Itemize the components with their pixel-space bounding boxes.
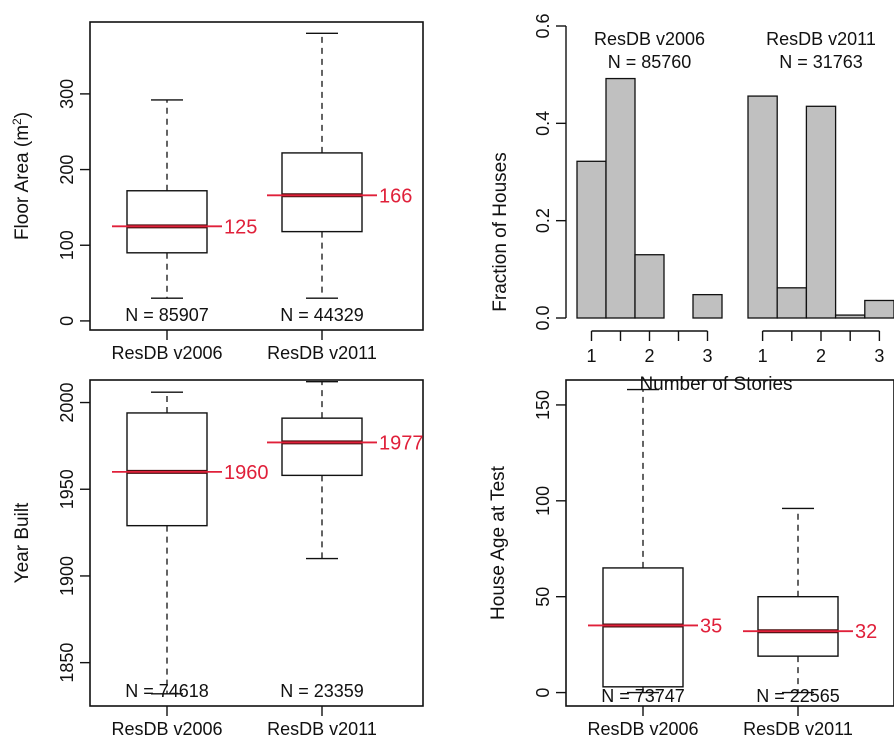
x-tick-label: 2 bbox=[816, 346, 826, 366]
y-tick-label: 100 bbox=[57, 230, 77, 260]
y-tick-label: 1850 bbox=[57, 643, 77, 683]
y-tick-label: 100 bbox=[533, 486, 553, 516]
iqr-box bbox=[126, 190, 208, 254]
sample-size-label: N = 22565 bbox=[756, 686, 840, 706]
bar bbox=[634, 254, 665, 319]
y-axis-title-text: House Age at Test bbox=[488, 465, 509, 620]
bar bbox=[605, 77, 636, 319]
group-sample-size: N = 85760 bbox=[608, 52, 692, 72]
y-tick-label: 50 bbox=[533, 587, 553, 607]
median-value-label: 1960 bbox=[224, 462, 269, 484]
histogram-group-2: 1 2 3 ResDB v2011 N = 31763 bbox=[747, 29, 894, 366]
y-axis-title: Year Built bbox=[12, 502, 33, 583]
y-tick-label: 150 bbox=[533, 390, 553, 420]
plot-frame bbox=[565, 379, 894, 707]
x-category-label: ResDB v2011 bbox=[267, 343, 377, 363]
y-tick-label: 0.4 bbox=[533, 111, 553, 136]
sample-size-label: N = 73747 bbox=[601, 686, 685, 706]
x-category-label: ResDB v2011 bbox=[267, 719, 377, 739]
box-1: 35 N = 73747 ResDB v2006 bbox=[587, 388, 722, 739]
median-value-label: 166 bbox=[379, 185, 412, 207]
y-tick-label: 0 bbox=[533, 688, 553, 698]
x-category-label: ResDB v2006 bbox=[111, 719, 222, 739]
x-tick-label: 1 bbox=[758, 346, 768, 366]
x-tick-label: 3 bbox=[702, 346, 712, 366]
histogram-group-1: 1 2 3 ResDB v2006 N = 85760 bbox=[576, 29, 723, 366]
box-2: 32 N = 22565 ResDB v2011 bbox=[743, 507, 877, 739]
box-1: 1960 N = 74618 ResDB v2006 bbox=[111, 391, 269, 739]
median-value-label: 32 bbox=[855, 621, 877, 643]
sample-size-label: N = 85907 bbox=[125, 305, 209, 325]
y-tick-label: 300 bbox=[57, 79, 77, 109]
x-axis-title: Number of Stories bbox=[639, 374, 792, 395]
bar bbox=[576, 160, 607, 319]
x-tick-label: 2 bbox=[644, 346, 654, 366]
y-tick-label: 1950 bbox=[57, 469, 77, 509]
median-value-label: 125 bbox=[224, 216, 257, 238]
iqr-box bbox=[281, 417, 363, 477]
sample-size-label: N = 74618 bbox=[125, 681, 209, 701]
y-axis-title-superscript: 2 bbox=[10, 118, 24, 125]
x-tick-label: 3 bbox=[874, 346, 884, 366]
x-category-label: ResDB v2006 bbox=[587, 719, 698, 739]
bar bbox=[747, 95, 778, 319]
box-2: 166 N = 44329 ResDB v2011 bbox=[267, 32, 412, 363]
bar bbox=[692, 293, 723, 319]
x-category-label: ResDB v2011 bbox=[743, 719, 853, 739]
y-tick-label: 0.6 bbox=[533, 13, 553, 38]
x-tick-label: 1 bbox=[586, 346, 596, 366]
sample-size-label: N = 23359 bbox=[280, 681, 364, 701]
y-axis-title-text: Floor Area (m bbox=[12, 125, 33, 240]
y-tick-label: 200 bbox=[57, 155, 77, 185]
box-2: 1977 N = 23359 ResDB v2011 bbox=[267, 381, 424, 739]
sample-size-label: N = 44329 bbox=[280, 305, 364, 325]
y-axis-title: House Age at Test bbox=[488, 465, 509, 620]
y-tick-label: 0 bbox=[57, 316, 77, 326]
y-axis-title: Fraction of Houses bbox=[490, 152, 511, 311]
iqr-box bbox=[281, 152, 363, 233]
y-tick-label: 1900 bbox=[57, 556, 77, 596]
y-tick-label: 0.2 bbox=[533, 208, 553, 233]
group-title: ResDB v2006 bbox=[594, 29, 705, 49]
box-1: 125 N = 85907 ResDB v2006 bbox=[111, 99, 257, 363]
plot-frame bbox=[89, 21, 424, 331]
boxplot-panel-4: 0 50 100 150 House Age at Test 35 N = 73747 Res… bbox=[488, 379, 894, 739]
y-axis-title-close: ) bbox=[12, 112, 33, 118]
y-tick-label: 2000 bbox=[57, 383, 77, 423]
plot-frame bbox=[89, 379, 424, 707]
boxplot-panel-3: 1850 1900 1950 2000 Year Built 1960 N = 74618 R… bbox=[12, 379, 424, 739]
y-axis-title-text: Year Built bbox=[12, 502, 33, 583]
y-axis-title: Floor Area (m2) bbox=[10, 112, 33, 240]
group-sample-size: N = 31763 bbox=[779, 52, 863, 72]
bar bbox=[776, 287, 808, 319]
bar bbox=[864, 299, 894, 319]
bar bbox=[834, 314, 866, 319]
y-tick-label: 0.0 bbox=[533, 305, 553, 330]
median-value-label: 35 bbox=[700, 615, 722, 637]
median-value-label: 1977 bbox=[379, 432, 424, 454]
bar bbox=[805, 105, 837, 319]
boxplot-panel-1: 0 100 200 300 Floor Area (m2) 125 N = 85907 Res… bbox=[10, 21, 424, 363]
x-category-label: ResDB v2006 bbox=[111, 343, 222, 363]
iqr-box bbox=[126, 412, 208, 527]
group-title: ResDB v2011 bbox=[766, 29, 876, 49]
iqr-box bbox=[757, 595, 839, 657]
histogram-panel: 0.0 0.2 0.4 0.6 Fraction of Houses 1 2 3 ResDB v… bbox=[490, 13, 894, 395]
